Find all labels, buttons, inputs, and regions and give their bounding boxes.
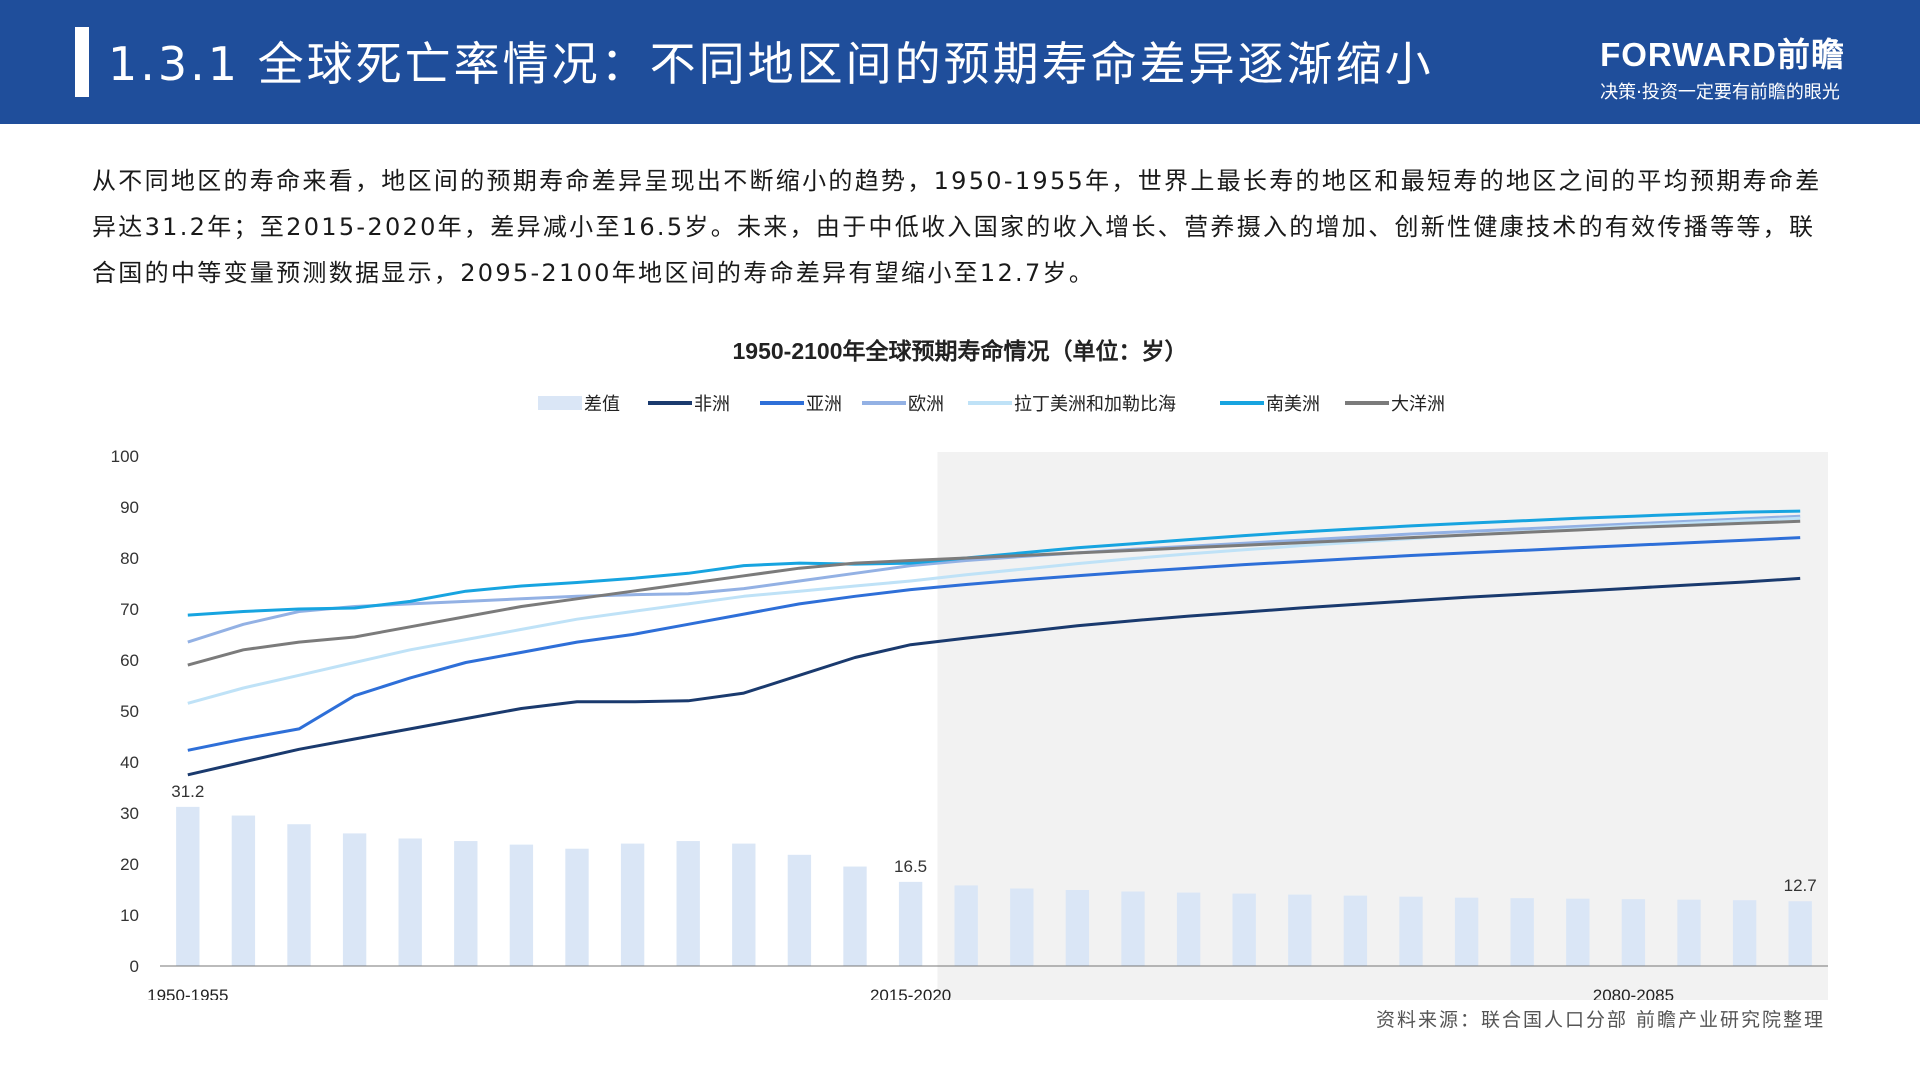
- y-tick-label: 100: [111, 447, 139, 466]
- region-lines: [187, 509, 1801, 777]
- gap-bar: [509, 844, 534, 966]
- x-tick-label: 2080-2085: [1593, 986, 1674, 1000]
- gap-bar: [176, 806, 200, 966]
- legend-label: 拉丁美洲和加勒比海: [1014, 394, 1176, 414]
- series-line: [187, 514, 1801, 644]
- legend-label: 非洲: [694, 394, 730, 414]
- legend-label: 大洋洲: [1391, 394, 1445, 414]
- gap-bar: [1788, 901, 1812, 966]
- gap-bar: [1065, 890, 1090, 966]
- gap-bar: [620, 843, 645, 966]
- gap-bar: [342, 833, 367, 966]
- legend-swatch: [538, 396, 582, 410]
- bar-data-label: 31.2: [171, 782, 204, 801]
- legend-label: 南美洲: [1266, 394, 1320, 414]
- y-tick-label: 20: [120, 855, 139, 874]
- y-tick-label: 70: [120, 600, 139, 619]
- x-tick-label: 2015-2020: [870, 986, 951, 1000]
- gap-bar: [732, 843, 756, 966]
- gap-bar: [1121, 891, 1145, 966]
- gap-bar: [565, 848, 589, 966]
- series-line: [187, 536, 1801, 752]
- gap-bar: [1343, 895, 1368, 966]
- y-tick-label: 90: [120, 498, 139, 517]
- x-tick-label: 1950-1955: [147, 986, 228, 1000]
- gap-bar: [287, 824, 311, 966]
- gap-bar: [1232, 893, 1256, 966]
- life-expectancy-chart: 1950-2100年全球预期寿命情况（单位：岁） 差值 非洲 亚洲 欧洲 拉丁美洲和加勒…: [111, 338, 1828, 1000]
- y-tick-label: 40: [120, 753, 139, 772]
- gap-bars: 31.2 16.5 12.7: [171, 782, 1817, 966]
- y-tick-label: 30: [120, 804, 139, 823]
- chart-legend: 差值 非洲 亚洲 欧洲 拉丁美洲和加勒比海 南美洲 大洋洲: [538, 394, 1445, 414]
- gap-bar: [1010, 888, 1034, 966]
- gap-bar: [1288, 894, 1312, 966]
- header-banner: 1.3.1 全球死亡率情况：不同地区间的预期寿命差异逐渐缩小 FORWARD前瞻…: [0, 0, 1920, 124]
- chart-title: 1950-2100年全球预期寿命情况（单位：岁）: [733, 338, 1188, 364]
- legend-label: 欧洲: [908, 394, 944, 414]
- y-tick-label: 0: [130, 957, 139, 976]
- gap-bar: [787, 854, 812, 966]
- bar-data-label: 12.7: [1784, 876, 1817, 895]
- gap-bar: [843, 866, 867, 966]
- y-axis: 0 10 20 30 40 50 60 70 80 90 100: [111, 447, 139, 976]
- x-axis: 1950-1955 2015-2020 2080-2085: [147, 965, 1828, 1000]
- title-accent-bar: [75, 27, 89, 97]
- series-line: [187, 519, 1801, 667]
- gap-bar: [1621, 899, 1646, 966]
- bar-data-label: 16.5: [894, 857, 927, 876]
- gap-bar: [676, 841, 700, 966]
- brand-name: FORWARD前瞻: [1600, 36, 1845, 73]
- gap-bar: [231, 815, 256, 966]
- brand-logo: FORWARD前瞻 决策·投资一定要有前瞻的眼光: [1600, 28, 1845, 104]
- gap-bar: [954, 885, 978, 966]
- gap-bar: [1510, 898, 1534, 966]
- gap-bar: [1566, 898, 1590, 966]
- gap-bar: [1454, 897, 1479, 966]
- gap-bar: [1399, 896, 1423, 966]
- source-note: 资料来源：联合国人口分部 前瞻产业研究院整理: [1375, 1009, 1825, 1031]
- gap-bar: [1677, 899, 1701, 966]
- gap-bar: [454, 841, 478, 966]
- y-tick-label: 10: [120, 906, 139, 925]
- gap-bar: [1732, 900, 1757, 966]
- page-title: 1.3.1 全球死亡率情况：不同地区间的预期寿命差异逐渐缩小: [108, 37, 1434, 91]
- y-tick-label: 60: [120, 651, 139, 670]
- gap-bar: [1176, 892, 1201, 966]
- gap-bar: [898, 881, 923, 966]
- legend-label: 差值: [584, 394, 620, 414]
- y-tick-label: 80: [120, 549, 139, 568]
- intro-paragraph: 从不同地区的寿命来看，地区间的预期寿命差异呈现出不断缩小的趋势，1950-195…: [92, 167, 1822, 287]
- brand-slogan: 决策·投资一定要有前瞻的眼光: [1600, 82, 1840, 103]
- gap-bar: [398, 838, 422, 966]
- legend-label: 亚洲: [806, 394, 842, 414]
- y-tick-label: 50: [120, 702, 139, 721]
- series-line: [187, 576, 1801, 777]
